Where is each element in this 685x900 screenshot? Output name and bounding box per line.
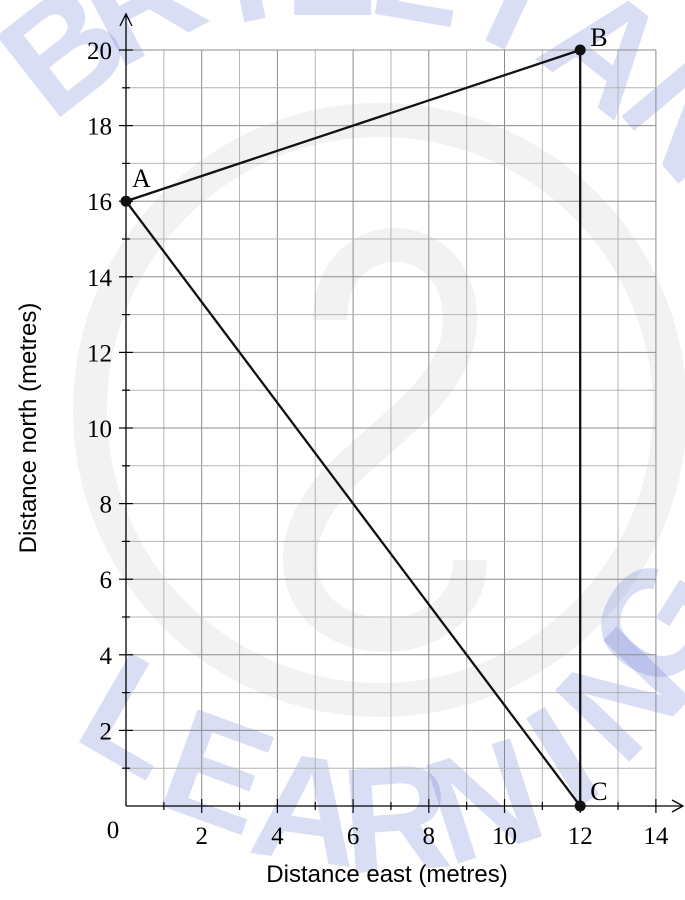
y-tick-label: 12 <box>87 340 112 367</box>
triangle-abc: A B C <box>120 23 608 812</box>
tick-labels: 2 4 6 8 10 12 14 2 4 6 8 10 12 14 16 18 20 <box>87 38 669 850</box>
point-label-c: C <box>590 777 607 806</box>
y-tick-label: 18 <box>87 114 112 141</box>
x-tick-label: 12 <box>568 823 593 850</box>
segment-ab <box>125 48 581 203</box>
x-tick-label: 2 <box>195 823 208 850</box>
y-tick-label: 10 <box>87 416 112 443</box>
point-c <box>574 800 586 812</box>
x-tick-label: 4 <box>271 823 284 850</box>
point-label-a: A <box>132 164 151 193</box>
x-tick-label: 8 <box>423 823 436 850</box>
point-b <box>574 44 586 56</box>
watermark-letter: R <box>336 731 456 900</box>
watermark-symbol <box>282 228 487 652</box>
point-a <box>120 195 132 207</box>
grid <box>126 49 657 806</box>
y-tick-label: 16 <box>87 189 112 216</box>
x-tick-label: 14 <box>643 823 669 850</box>
x-axis-label: Distance east (metres) <box>266 861 507 888</box>
point-label-b: B <box>590 23 607 52</box>
y-tick-label: 6 <box>100 567 113 594</box>
y-tick-label: 14 <box>87 265 113 292</box>
y-tick-label: 8 <box>100 492 113 519</box>
origin-label: 0 <box>107 817 120 844</box>
watermark-letter: L <box>359 0 478 59</box>
x-axis-arrow-icon <box>671 799 685 813</box>
x-tick-label: 10 <box>492 823 517 850</box>
y-tick-label: 20 <box>87 38 112 65</box>
y-tick-label: 4 <box>100 643 113 670</box>
y-axis-label: Distance north (metres) <box>15 303 42 554</box>
watermark-letter: A <box>242 718 373 899</box>
watermark-ring <box>73 103 685 717</box>
segment-ca <box>125 200 582 807</box>
y-tick-label: 2 <box>100 718 113 745</box>
y-axis-arrow-icon <box>119 12 133 27</box>
watermark-letter: L <box>284 0 376 47</box>
x-tick-label: 6 <box>347 823 360 850</box>
